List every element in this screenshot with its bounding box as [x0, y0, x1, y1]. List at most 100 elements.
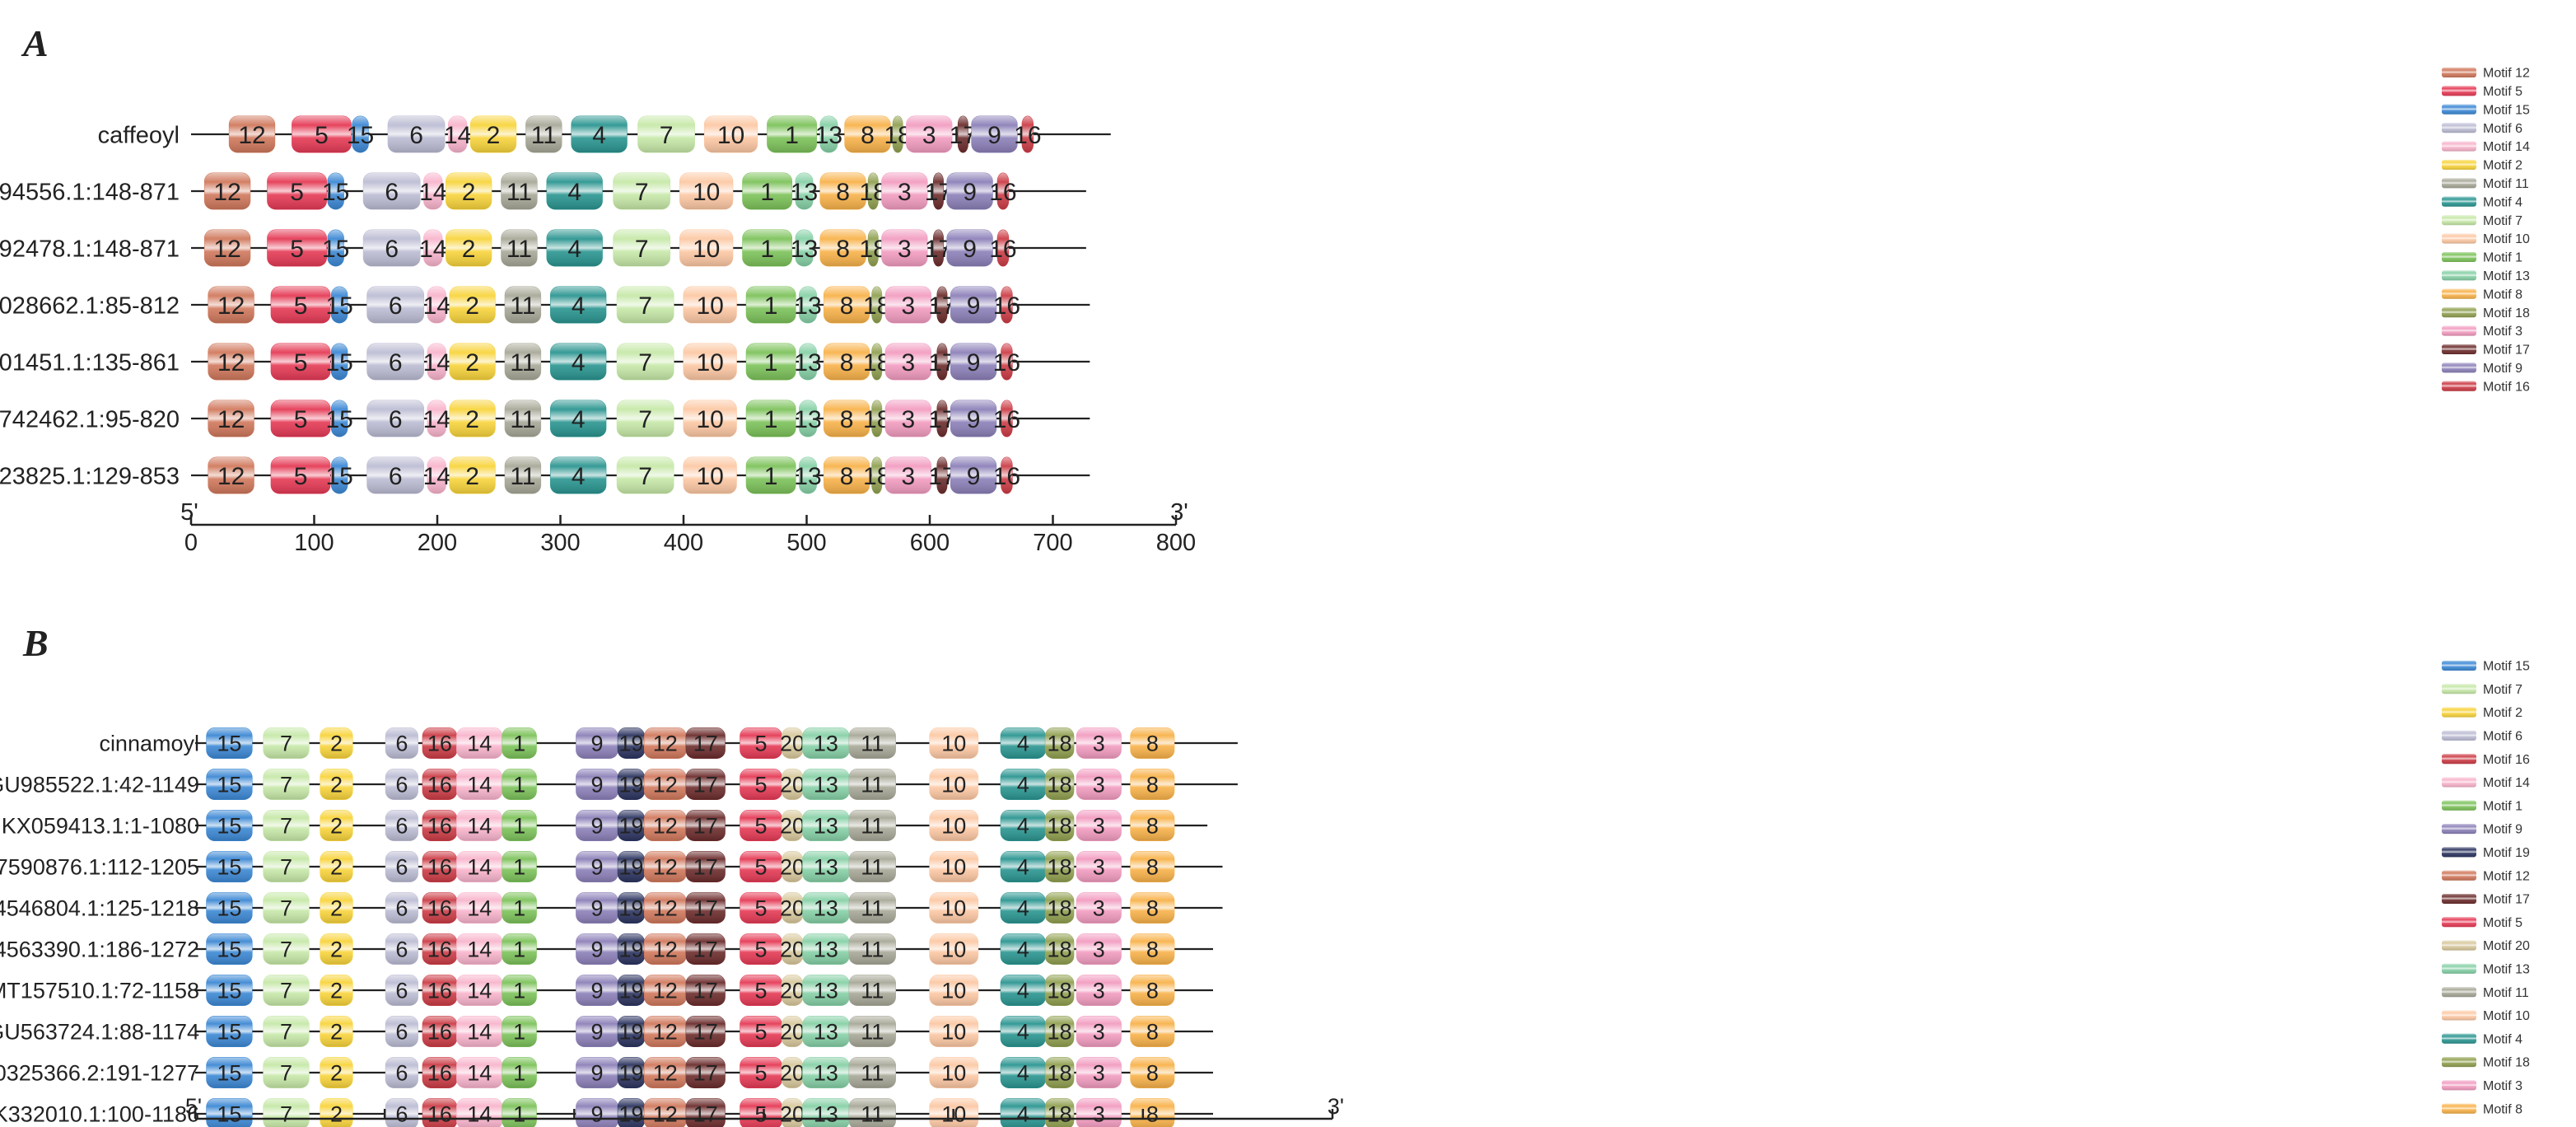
motif-box-gloss	[613, 173, 670, 209]
legend-swatch-gloss	[2442, 344, 2476, 354]
motif-19-label: 19	[618, 896, 643, 921]
motif-11-label: 11	[531, 122, 557, 149]
motif-20-label: 20	[780, 938, 805, 962]
motif-15-label: 15	[217, 1061, 241, 1086]
legend-item: Motif 17	[2442, 893, 2530, 907]
motif-box-gloss	[746, 344, 796, 380]
legend-label: Motif 2	[2483, 706, 2522, 720]
motif-box-gloss	[470, 116, 516, 152]
legend-swatch-gloss	[2442, 123, 2476, 133]
motif-box-gloss	[263, 851, 310, 882]
motif-10-label: 10	[696, 292, 723, 320]
motif-12-label: 12	[653, 896, 678, 921]
motif-18-label: 18	[1048, 814, 1072, 839]
motif-7-label: 7	[280, 732, 292, 756]
motif-box-gloss	[422, 1016, 457, 1047]
motif-2-label: 2	[465, 463, 479, 490]
five-prime-label: 5'	[180, 499, 198, 526]
motif-box-gloss	[502, 727, 537, 759]
legend-item: Motif 5	[2442, 916, 2522, 930]
motif-box-gloss	[576, 769, 618, 800]
motif-13-label: 13	[794, 463, 821, 490]
motif-5-label: 5	[294, 349, 308, 376]
legend-swatch-gloss	[2442, 362, 2476, 373]
motif-box-gloss	[618, 810, 645, 841]
motif-box-gloss	[576, 1016, 618, 1047]
motif-box-gloss	[385, 1057, 418, 1088]
motif-box-gloss	[422, 727, 457, 759]
motif-box-gloss	[644, 892, 687, 924]
motif-16-label: 16	[427, 855, 452, 880]
sequence-row: cinnamoyl 15 7 2 6 16 14 1 9 19 12 17 5 20 13 11 10 4 18 3 8	[99, 727, 1238, 759]
motif-6-label: 6	[395, 1061, 408, 1086]
legend-item: Motif 1	[2442, 799, 2522, 813]
motif-box-gloss	[936, 400, 947, 437]
motif-box-gloss	[684, 287, 737, 323]
motif-2-label: 2	[330, 1102, 343, 1127]
motif-8-label: 8	[861, 122, 875, 149]
legend-label: Motif 10	[2483, 232, 2530, 246]
motif-17-label: 17	[693, 1020, 718, 1045]
motif-11-label: 11	[861, 896, 884, 921]
motif-box-gloss	[802, 933, 850, 965]
motif-box-gloss	[1130, 727, 1174, 759]
motif-19-label: 19	[618, 732, 643, 756]
motif-box-gloss	[644, 975, 687, 1006]
motif-4-label: 4	[1017, 732, 1029, 756]
motif-box-gloss	[997, 173, 1009, 209]
motif-16-label: 16	[427, 1061, 452, 1086]
motif-18-label: 18	[1048, 855, 1072, 880]
motif-7-label: 7	[280, 896, 292, 921]
motif-6-label: 6	[395, 1020, 408, 1045]
sequence-row: XM_037590876.1:112-120515726161419191217…	[0, 851, 1223, 882]
motif-6-label: 6	[389, 463, 403, 490]
motif-4-label: 4	[1017, 1020, 1029, 1045]
motif-box-gloss	[576, 975, 618, 1006]
motif-7-label: 7	[638, 349, 652, 376]
motif-13-label: 13	[814, 979, 838, 1003]
motif-box-gloss	[1022, 116, 1034, 152]
motif-box-gloss	[576, 810, 618, 841]
motif-box-gloss	[686, 1098, 726, 1127]
motif-box-gloss	[802, 810, 850, 841]
motif-8-label: 8	[1146, 732, 1159, 756]
motif-box-gloss	[352, 116, 369, 152]
motif-3-label: 3	[898, 236, 912, 263]
three-prime-label: 3'	[1170, 499, 1188, 526]
motif-19-label: 19	[618, 855, 643, 880]
motif-box-gloss	[802, 1016, 850, 1047]
motif-box-gloss	[502, 975, 537, 1006]
motif-19-label: 19	[618, 1102, 643, 1127]
motif-6-label: 6	[395, 1102, 408, 1127]
motif-17-label: 17	[693, 979, 718, 1003]
motif-box-gloss	[422, 933, 457, 965]
motif-box-gloss	[320, 1098, 353, 1127]
motif-8-label: 8	[1146, 938, 1159, 962]
motif-12-label: 12	[213, 179, 240, 206]
motif-box-gloss	[618, 892, 645, 924]
motif-9-label: 9	[967, 463, 981, 490]
legend-item: Motif 19	[2442, 846, 2530, 860]
motif-box-gloss	[796, 173, 813, 209]
motif-box-gloss	[422, 1098, 457, 1127]
motif-box-gloss	[1001, 400, 1013, 437]
motif-13-label: 13	[814, 1020, 838, 1045]
sequence-label: GU985522.1:42-1149	[0, 773, 199, 797]
sequence-row: KX059413.1:1-1080 15 7 2 6 16 14 1 9 19 12 17 5 20 13 1…	[2, 810, 1208, 841]
motif-box-gloss	[933, 230, 944, 266]
legend-label: Motif 1	[2483, 799, 2522, 813]
motif-8-label: 8	[1146, 1061, 1159, 1086]
motif-box-gloss	[686, 892, 726, 924]
motif-box-gloss	[327, 230, 344, 266]
motif-box-gloss	[644, 727, 687, 759]
motif-12-label: 12	[653, 814, 678, 839]
motif-10-label: 10	[941, 1061, 966, 1086]
motif-box-gloss	[802, 727, 850, 759]
motif-7-label: 7	[635, 236, 649, 263]
legend-swatch-gloss	[2442, 252, 2476, 262]
motif-box-gloss	[502, 892, 537, 924]
axis-tick-label: 500	[786, 530, 826, 556]
motif-17-label: 17	[693, 938, 718, 962]
motif-box-gloss	[456, 933, 502, 965]
motif-7-label: 7	[280, 1020, 292, 1045]
